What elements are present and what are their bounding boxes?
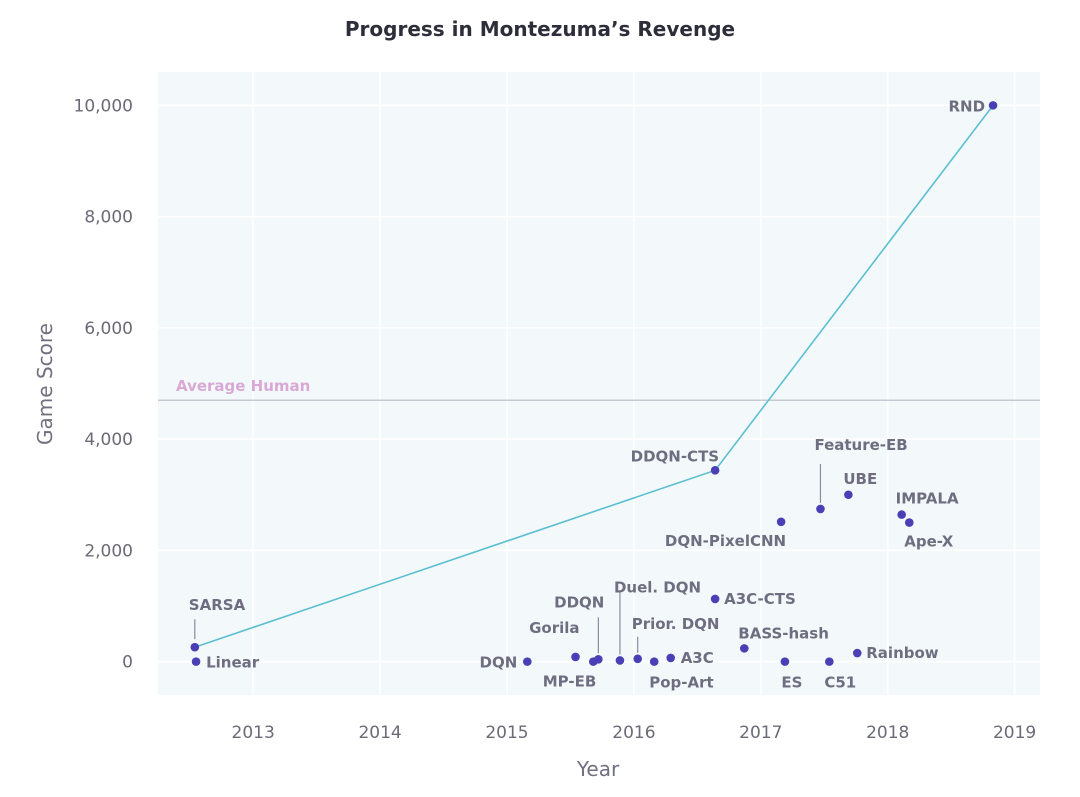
y-tick-label: 6,000 — [84, 319, 133, 339]
label-feature-eb: Feature-EB — [814, 436, 907, 454]
label-ddqn: DDQN — [554, 593, 604, 611]
point-rnd — [988, 101, 998, 110]
point-linear — [191, 657, 201, 666]
x-tick-label: 2016 — [612, 723, 655, 743]
label-bass-hash: BASS-hash — [738, 624, 829, 642]
point-ddqn — [594, 654, 603, 664]
label-duel-dqn: Duel. DQN — [614, 578, 701, 596]
plot-area — [158, 72, 1040, 695]
point-a3c-cts — [710, 594, 720, 604]
x-axis-title: Year — [576, 757, 620, 781]
label-impala: IMPALA — [896, 490, 959, 508]
label-pop-art: Pop-Art — [649, 674, 713, 692]
y-axis-title: Game Score — [33, 323, 57, 445]
y-tick-label: 8,000 — [84, 208, 133, 228]
label-rainbow: Rainbow — [866, 644, 939, 662]
y-tick-label: 0 — [122, 653, 133, 673]
label-linear: Linear — [206, 654, 260, 672]
x-tick-label: 2019 — [993, 723, 1036, 743]
point-prior-dqn — [633, 654, 643, 664]
point-feature-eb — [816, 504, 825, 514]
label-dqn-pixelcnn: DQN-PixelCNN — [665, 532, 786, 550]
label-c51: C51 — [824, 674, 856, 692]
point-pop-art — [649, 657, 659, 666]
x-tick-label: 2018 — [866, 723, 909, 743]
point-impala — [897, 510, 906, 519]
point-duel-dqn — [615, 656, 625, 665]
label-a3c: A3C — [681, 649, 714, 667]
label-sarsa: SARSA — [189, 596, 246, 614]
point-gorila — [571, 652, 580, 662]
point-c51 — [825, 657, 834, 666]
point-es — [780, 657, 790, 666]
label-leader-lines — [194, 463, 822, 655]
label-rnd: RND — [948, 97, 985, 115]
label-gorila: Gorila — [529, 619, 579, 637]
label-es: ES — [781, 674, 802, 692]
chart-title: Progress in Montezuma’s Revenge — [345, 17, 735, 41]
y-tick-label: 4,000 — [84, 430, 133, 450]
average-human-label: Average Human — [176, 377, 310, 395]
label-a3c-cts: A3C-CTS — [724, 590, 796, 608]
point-ddqn-cts — [710, 466, 720, 475]
x-tick-label: 2017 — [739, 723, 782, 743]
x-tick-label: 2015 — [485, 723, 528, 743]
reference-line-group: Average Human — [158, 377, 1040, 401]
point-bass-hash — [740, 644, 749, 653]
label-ape-x: Ape-X — [904, 533, 954, 551]
point-ube — [844, 490, 853, 500]
x-tick-label: 2014 — [358, 723, 401, 743]
x-tick-label: 2013 — [232, 723, 275, 743]
y-tick-label: 2,000 — [84, 541, 133, 561]
y-axis-ticks: 0 2,000 4,000 6,000 8,000 10,000 — [74, 96, 133, 672]
label-ube: UBE — [843, 470, 877, 488]
point-dqn-pixelcnn — [776, 517, 786, 527]
point-a3c — [666, 653, 676, 663]
label-dqn: DQN — [480, 654, 518, 672]
x-axis-ticks: 2013 2014 2015 2016 2017 2018 2019 — [232, 723, 1037, 743]
label-mp-eb: MP-EB — [543, 673, 597, 691]
point-dqn — [522, 657, 532, 666]
grid-lines — [158, 72, 1040, 695]
label-ddqn-cts: DDQN-CTS — [631, 447, 719, 465]
point-rainbow — [852, 648, 862, 658]
point-sarsa — [190, 642, 200, 652]
data-labels: SARSA Linear DQN Gorila MP-EB DDQN Duel. DQN Pr… — [189, 97, 985, 691]
data-points — [190, 101, 998, 666]
point-ape-x — [904, 518, 914, 527]
label-prior-dqn: Prior. DQN — [632, 615, 720, 633]
y-tick-label: 10,000 — [74, 96, 133, 116]
